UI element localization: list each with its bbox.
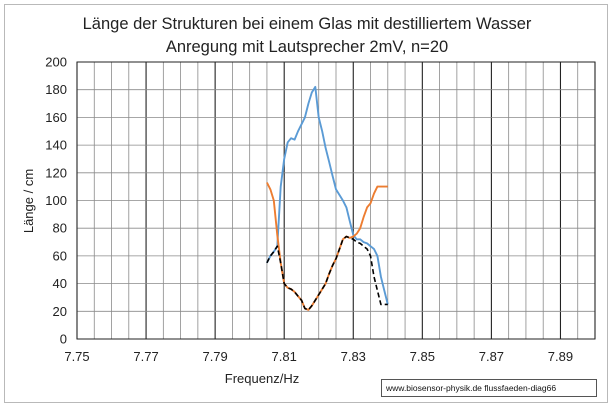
chart-frame: Länge der Strukturen bei einem Glas mit … <box>4 4 608 403</box>
x-tick-labels: 7.75 7.77 7.79 7.81 7.83 7.85 7.87 7.89 <box>64 349 573 364</box>
y-tick-label: 160 <box>45 110 67 125</box>
x-tick-label: 7.75 <box>64 349 89 364</box>
y-tick-label: 40 <box>53 276 67 291</box>
series-line-3 <box>266 235 388 311</box>
y-axis-title: Länge / cm <box>21 169 36 233</box>
chart-title: Länge der Strukturen bei einem Glas mit … <box>83 15 532 33</box>
y-tick-label: 140 <box>45 138 67 153</box>
x-tick-label: 7.77 <box>133 349 158 364</box>
y-tick-label: 0 <box>60 332 67 347</box>
x-tick-label: 7.89 <box>548 349 573 364</box>
line-chart: Länge der Strukturen bei einem Glas mit … <box>21 15 596 386</box>
x-axis-title: Frequenz/Hz <box>225 371 299 386</box>
plot-border <box>76 61 596 340</box>
y-tick-label: 200 <box>45 55 67 70</box>
watermark-box: www.biosensor-physik.de flussfaeden-diag… <box>381 379 597 397</box>
x-tick-label: 7.83 <box>341 349 366 364</box>
x-tick-label: 7.85 <box>410 349 435 364</box>
y-tick-labels: 0 20 40 60 80 100 120 140 160 180 200 <box>45 55 67 347</box>
grid-lines <box>76 61 596 340</box>
y-tick-label: 20 <box>53 304 67 319</box>
y-tick-label: 100 <box>45 193 67 208</box>
chart-subtitle: Anregung mit Lautsprecher 2mV, n=20 <box>166 38 448 56</box>
y-tick-label: 120 <box>45 165 67 180</box>
series-line-1 <box>266 85 389 305</box>
x-tick-label: 7.87 <box>479 349 504 364</box>
y-tick-label: 180 <box>45 82 67 97</box>
x-tick-label: 7.81 <box>272 349 297 364</box>
data-series <box>266 85 389 311</box>
y-tick-label: 80 <box>53 221 67 236</box>
x-tick-label: 7.79 <box>202 349 227 364</box>
y-tick-label: 60 <box>53 248 67 263</box>
